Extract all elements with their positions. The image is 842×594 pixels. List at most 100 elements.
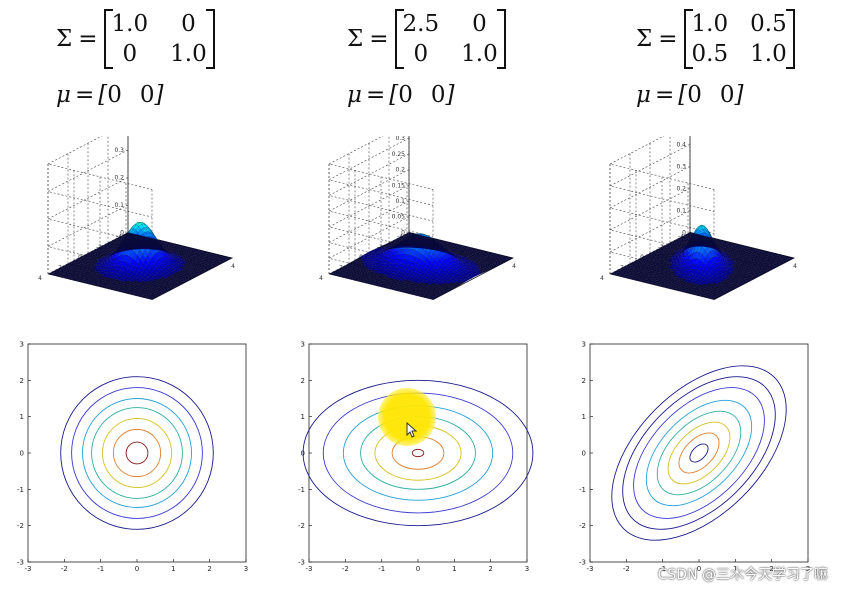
bracket-close: ] xyxy=(154,82,164,108)
matrix-cell: 2.5 xyxy=(402,11,440,37)
watermark: CSDN @三木今天学习了嘛 xyxy=(657,567,828,583)
matrix-cell: 0.5 xyxy=(691,41,729,67)
y-tick-label: 0 xyxy=(20,450,24,458)
equals-sign: = xyxy=(365,82,386,108)
matrix-cell: 1.0 xyxy=(461,41,498,67)
z-tick-label: 0.05 xyxy=(392,214,406,221)
z-tick-label: 0 xyxy=(120,229,124,236)
y-tick-label: 3 xyxy=(20,341,24,349)
y-tick-label: -2 xyxy=(579,522,586,530)
bracket-close: ] xyxy=(734,82,744,108)
z-tick-label: 0.1 xyxy=(395,198,405,205)
surface-plot-2: 00.050.10.150.20.250.30.35-4-2024420-2-4 xyxy=(319,136,516,300)
x-tick-label: -2 xyxy=(623,565,630,573)
contour-plot-1: -3 -2 -1 0 1 2 3 3 2 1 0 -1 -2 -3 xyxy=(17,341,248,574)
x-tick-label: 1 xyxy=(171,565,175,573)
x-tick-label: 2 xyxy=(488,565,492,573)
z-tick-label: 0.3 xyxy=(395,136,405,142)
bracket-open: [ xyxy=(98,82,108,108)
mu-symbol: μ xyxy=(347,82,362,108)
sigma-symbol: Σ xyxy=(636,26,653,52)
matrix-cell: 0.5 xyxy=(750,11,787,37)
mouse-pointer-icon xyxy=(406,422,418,438)
x-tick-label: -2 xyxy=(342,565,349,573)
contour-line xyxy=(125,441,149,465)
equals-sign: = xyxy=(369,26,389,52)
bracket-close: ] xyxy=(445,82,455,108)
z-tick-label: 0.3 xyxy=(114,147,124,154)
z-tick-label: 0 xyxy=(682,229,686,236)
grid-line xyxy=(609,166,715,234)
contour-line xyxy=(689,443,709,463)
cursor-highlight xyxy=(378,388,436,446)
grid-line xyxy=(47,149,153,218)
matrix-cell: 0 xyxy=(181,11,196,37)
x-tick-label: 3 xyxy=(244,565,248,573)
surface-cell xyxy=(226,257,233,260)
sigma-symbol: Σ xyxy=(347,26,364,52)
y-tick-label: 4 xyxy=(38,275,42,282)
surface-plot-3: 00.10.20.30.40.5-4-2024420-2-4 xyxy=(600,136,797,300)
x-tick-label: 1 xyxy=(452,565,456,573)
equals-sign: = xyxy=(78,26,98,52)
surface-mesh xyxy=(47,222,233,300)
matrix-cell: 0 xyxy=(413,41,429,67)
plot-frame xyxy=(589,343,809,563)
x-tick-label: 2 xyxy=(769,565,773,573)
x-tick-label: -1 xyxy=(378,565,385,573)
mean-vector: μ = [ 0 0 ] xyxy=(347,82,506,108)
x-tick-label: 0 xyxy=(416,565,420,573)
surface-cell xyxy=(507,257,514,260)
covariance-matrix: 1.0 0.5 0.5 1.0 xyxy=(683,9,795,69)
surface-mesh xyxy=(609,224,795,300)
x-tick-label: -2 xyxy=(61,565,68,573)
z-tick-label: 0.2 xyxy=(676,185,686,192)
y-tick-label: -2 xyxy=(96,244,102,251)
matrix-cell: 1.0 xyxy=(111,11,149,37)
grid-line xyxy=(609,136,715,190)
y-tick-label: -2 xyxy=(658,244,664,251)
grid-line xyxy=(328,136,434,190)
covariance-matrix: 2.5 0 0 1.0 xyxy=(394,9,506,69)
mean-cell: 0 xyxy=(430,82,446,108)
z-tick-label: 0.3 xyxy=(676,163,686,170)
contour-line xyxy=(411,448,425,458)
surface-plot-1: 00.10.20.30.4-4-2024420-2-4 xyxy=(38,136,235,300)
contour-line xyxy=(645,399,753,507)
contour-line xyxy=(91,407,183,499)
mean-cell: 0 xyxy=(139,82,155,108)
grid-line xyxy=(328,137,434,206)
formula-1: Σ = 1.0 0 0 1.0 μ = [ 0 0 ] xyxy=(56,6,215,108)
panel-column-1: Σ = 1.0 0 0 1.0 μ = [ 0 0 ] 00.10.20.30.… xyxy=(0,0,280,594)
y-tick-label: 1 xyxy=(20,413,24,421)
contour-line xyxy=(302,379,534,527)
z-tick-label: 0.1 xyxy=(114,202,124,209)
formula-3: Σ = 1.0 0.5 0.5 1.0 μ = [ 0 0 ] xyxy=(636,6,795,108)
panel-column-2: Σ = 2.5 0 0 1.0 μ = [ 0 0 ] 0 0.05 0.1 0.15… xyxy=(281,0,561,594)
y-tick-label: 2 xyxy=(582,377,586,385)
grid-line xyxy=(328,153,434,222)
y-tick-label: 2 xyxy=(301,377,305,385)
mu-symbol: μ xyxy=(636,82,651,108)
contour-line xyxy=(611,365,787,541)
z-tick-label: 0.4 xyxy=(676,141,686,148)
y-tick-label: -2 xyxy=(298,522,305,530)
mean-vector: μ = [ 0 0 ] xyxy=(636,82,795,108)
grid-line xyxy=(47,177,153,245)
x-tick-label: 4 xyxy=(793,263,797,270)
matrix-cell: 1.0 xyxy=(691,11,729,37)
y-tick-label: -2 xyxy=(17,522,24,530)
z-tick-label: 0.1 xyxy=(676,207,686,214)
y-tick-label: 1 xyxy=(582,413,586,421)
y-tick-label: -1 xyxy=(17,486,24,494)
contour-line xyxy=(633,387,765,519)
y-tick-label: 2 xyxy=(20,377,24,385)
x-tick-label: -1 xyxy=(659,565,666,573)
mean-cell: 0 xyxy=(107,82,122,108)
z-tick-label: 0 xyxy=(401,229,405,236)
z-tick-label: 0.15 xyxy=(392,182,406,189)
y-tick-label: 1 xyxy=(301,413,305,421)
y-tick-label: -4 xyxy=(397,233,403,240)
x-tick-label: -3 xyxy=(587,565,594,573)
